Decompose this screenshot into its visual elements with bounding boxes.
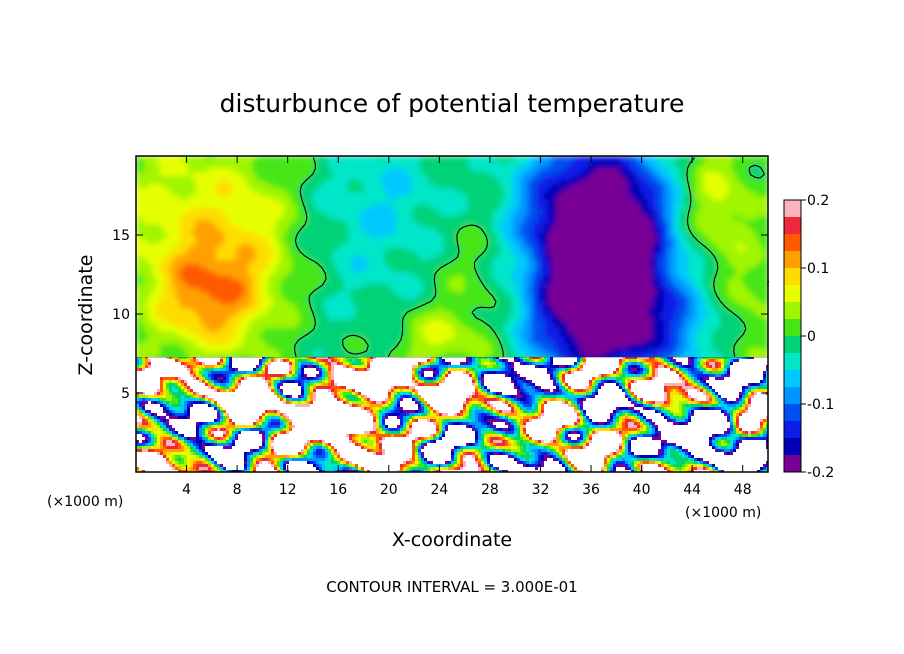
x-tick-label: 48 [734,482,752,498]
x-tick-label: 8 [233,482,242,498]
colorbar: 0.2 0.1 0 -0.1 -0.2 [783,193,834,481]
colorbar-tick-label: 0.1 [807,261,829,277]
colorbar-swatch [784,404,801,422]
colorbar-tick-label: -0.1 [807,397,834,413]
x-unit-right: (×1000 m) [685,505,761,521]
colorbar-swatch [784,251,801,269]
y-tick-label: 15 [112,228,130,244]
x-tick-label: 40 [633,482,651,498]
colorbar-swatch [784,268,801,286]
x-tick-label: 44 [683,482,701,498]
y-tick-label: 10 [112,307,130,323]
upper-field [136,156,768,360]
contour-interval-note: CONTOUR INTERVAL = 3.000E-01 [326,578,577,596]
colorbar-swatch [784,285,801,303]
colorbar-tick-label: 0.2 [807,193,829,209]
x-tick-label: 36 [582,482,600,498]
x-axis-label: X-coordinate [392,529,512,551]
colorbar-swatch [784,336,801,354]
colorbar-tick-label: -0.2 [807,465,834,481]
colorbar-swatch [784,421,801,439]
x-unit-left: (×1000 m) [47,494,123,510]
x-tick-label: 20 [380,482,398,498]
x-tick-label: 24 [430,482,448,498]
x-tick-label: 4 [182,482,191,498]
y-axis-label: Z-coordinate [75,255,97,376]
x-axis-ticks: 4 8 12 16 20 24 28 32 36 40 44 48 [182,156,752,498]
colorbar-swatch [784,217,801,235]
colorbar-swatch [784,387,801,405]
boundary-layer-field [136,357,768,472]
colorbar-swatch [784,438,801,456]
y-axis-ticks: 5 10 15 [112,228,768,402]
x-tick-label: 12 [279,482,297,498]
colorbar-swatch [784,370,801,388]
colorbar-swatch [784,200,801,218]
colorbar-tick-label: 0 [807,329,816,345]
x-tick-label: 28 [481,482,499,498]
x-tick-label: 32 [532,482,550,498]
colorbar-swatch [784,319,801,337]
colorbar-swatch [784,455,801,473]
chart-title: disturbunce of potential temperature [220,89,685,118]
x-tick-label: 16 [329,482,347,498]
y-tick-label: 5 [121,386,130,402]
colorbar-swatch [784,353,801,371]
colorbar-swatch [784,234,801,252]
colorbar-swatch [784,302,801,320]
